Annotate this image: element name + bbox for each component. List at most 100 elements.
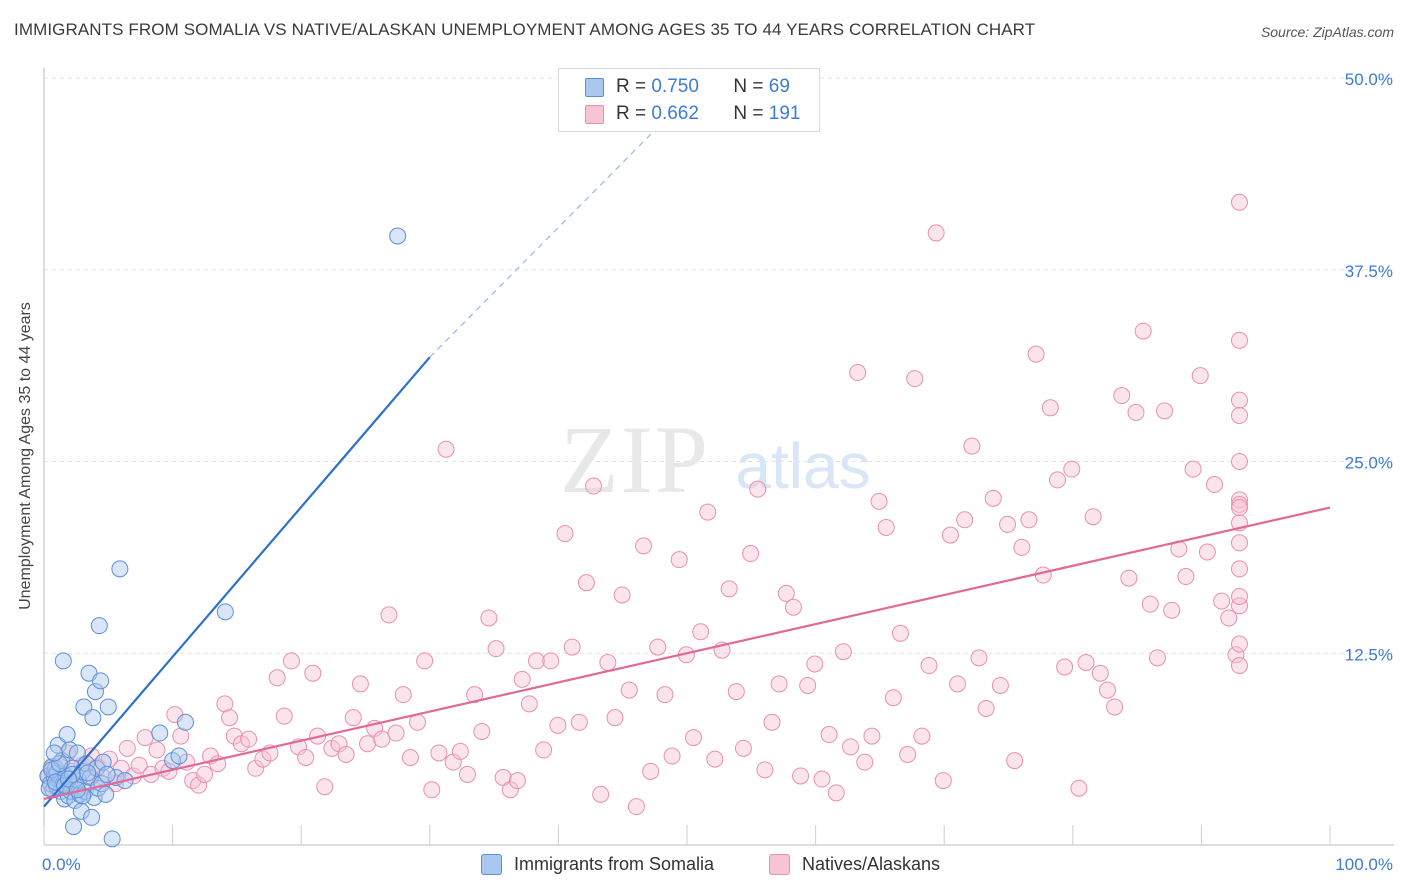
natives-point: [656, 686, 674, 704]
legend-n-value: 191: [768, 103, 801, 124]
natives-point: [599, 653, 617, 671]
somalia-point: [111, 560, 129, 578]
natives-point: [934, 772, 952, 790]
somalia-point: [97, 785, 115, 803]
natives-point: [1006, 752, 1024, 770]
legend-swatch-pink: [585, 104, 604, 124]
natives-point: [1230, 406, 1248, 424]
chart-title: IMMIGRANTS FROM SOMALIA VS NATIVE/ALASKA…: [14, 20, 1036, 39]
legend-n-label: N =: [733, 76, 769, 97]
natives-point: [1191, 367, 1209, 385]
natives-point: [451, 742, 469, 760]
natives-point: [118, 739, 136, 757]
y-tick-label: 50.0%: [1345, 70, 1393, 89]
natives-point: [1230, 193, 1248, 211]
natives-point: [834, 643, 852, 661]
natives-point: [254, 750, 272, 768]
natives-point: [856, 753, 874, 771]
somalia-point: [103, 830, 121, 848]
natives-point: [1127, 403, 1145, 421]
natives-point: [884, 689, 902, 707]
natives-point: [570, 713, 588, 731]
natives-point: [172, 727, 190, 745]
natives-point: [1013, 538, 1031, 556]
somalia-point: [58, 726, 76, 744]
natives-point: [136, 729, 154, 747]
natives-point: [870, 492, 888, 510]
natives-point: [663, 747, 681, 765]
natives-point: [577, 574, 595, 592]
natives-point: [1084, 508, 1102, 526]
somalia-point: [98, 765, 116, 783]
natives-point: [792, 767, 810, 785]
natives-point: [906, 370, 924, 388]
legend-r-value: 0.662: [651, 103, 699, 124]
y-tick-label: 25.0%: [1345, 454, 1393, 473]
natives-point: [606, 709, 624, 727]
legend-n-value: 69: [768, 76, 790, 97]
natives-point: [1048, 471, 1066, 489]
natives-point: [487, 640, 505, 658]
natives-point: [956, 511, 974, 529]
somalia-point: [65, 818, 83, 836]
natives-point: [627, 798, 645, 816]
natives-point: [642, 762, 660, 780]
natives-point: [549, 716, 567, 734]
natives-point: [542, 652, 560, 670]
natives-point: [635, 537, 653, 555]
x-tick-label: 100.0%: [1335, 855, 1393, 874]
natives-point: [304, 664, 322, 682]
somalia-point: [50, 755, 68, 773]
somalia-point: [86, 683, 104, 701]
natives-point: [763, 713, 781, 731]
natives-point: [913, 727, 931, 745]
natives-point: [1106, 698, 1124, 716]
natives-point: [891, 624, 909, 642]
natives-point: [1230, 391, 1248, 409]
natives-point: [437, 440, 455, 458]
natives-point: [423, 781, 441, 799]
somalia-point: [72, 802, 90, 820]
natives-point: [849, 364, 867, 382]
natives-point: [742, 545, 760, 563]
natives-point: [991, 676, 1009, 694]
somalia-trend-extension: [429, 117, 668, 358]
natives-point: [535, 741, 553, 759]
natives-point: [513, 670, 531, 688]
natives-point: [720, 580, 738, 598]
natives-point: [842, 738, 860, 756]
natives-point: [344, 709, 362, 727]
legend-r-label: R =: [616, 103, 652, 124]
natives-point: [282, 652, 300, 670]
natives-point: [148, 741, 166, 759]
natives-point: [416, 652, 434, 670]
gridlines: [44, 77, 1394, 654]
natives-point: [585, 477, 603, 495]
natives-point: [1184, 460, 1202, 478]
natives-point: [1034, 566, 1052, 584]
natives-point: [501, 781, 519, 799]
natives-point: [359, 735, 377, 753]
natives-point: [984, 489, 1002, 507]
natives-point: [756, 761, 774, 779]
natives-point: [749, 480, 767, 498]
watermark-atlas: atlas: [735, 430, 870, 502]
somalia-trend-line: [43, 356, 431, 808]
somalia-points: [39, 227, 407, 848]
bottom-legend-swatch-pink: [769, 853, 790, 875]
natives-point: [1227, 646, 1245, 664]
bottom-legend-natives: Natives/Alaskans: [769, 852, 940, 876]
natives-point: [196, 765, 214, 783]
bottom-legend-label: Immigrants from Somalia: [514, 853, 715, 874]
somalia-point: [151, 724, 169, 742]
natives-point: [480, 609, 498, 627]
natives-point: [190, 776, 208, 794]
legend-n-label: N =: [733, 103, 769, 124]
natives-point: [799, 676, 817, 694]
somalia-point: [83, 808, 101, 826]
natives-point: [963, 437, 981, 455]
somalia-point: [99, 698, 117, 716]
natives-point: [1230, 657, 1248, 675]
natives-point: [1230, 534, 1248, 552]
natives-point: [430, 744, 448, 762]
